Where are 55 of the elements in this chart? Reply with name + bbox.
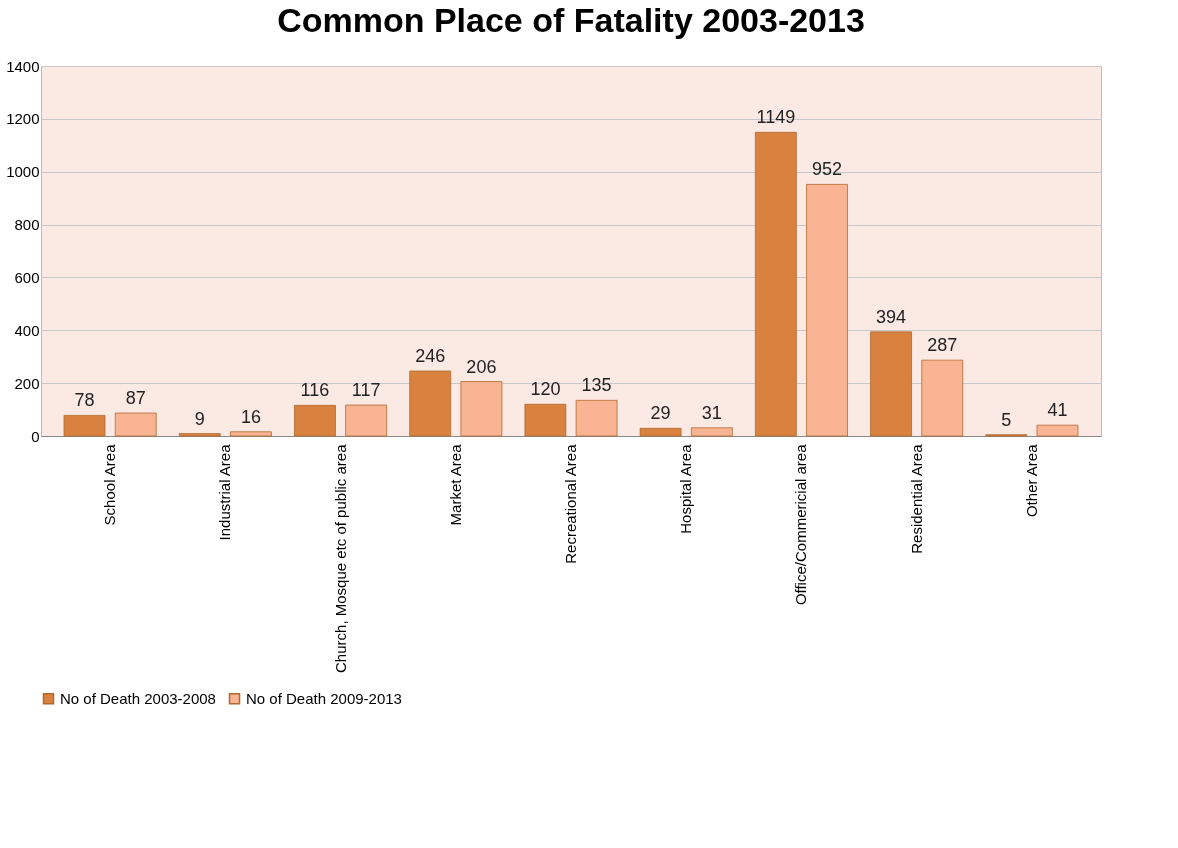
bar <box>460 381 503 437</box>
data-label: 1149 <box>756 107 796 128</box>
data-label: 952 <box>812 159 843 180</box>
bar <box>524 403 567 437</box>
x-tick-label: Market Area <box>446 443 464 526</box>
bar <box>345 404 388 437</box>
x-tick-label: School Area <box>101 443 119 526</box>
y-tick-label: 800 <box>14 216 40 234</box>
data-label: 5 <box>1001 409 1012 430</box>
x-tick-label: Other Area <box>1022 443 1040 518</box>
x-tick-label: Church, Mosque etc of public area <box>331 443 349 673</box>
bar <box>870 331 912 437</box>
y-tick-label: 400 <box>14 321 40 339</box>
x-tick-label: Office/Commericial area <box>792 443 810 606</box>
data-label: 246 <box>415 345 446 366</box>
bar <box>575 399 618 437</box>
data-label: 78 <box>74 390 95 411</box>
data-label: 117 <box>351 380 381 401</box>
data-label: 87 <box>125 388 146 409</box>
bar <box>806 184 848 437</box>
legend-label: No of Death 2003-2008 <box>60 689 216 707</box>
x-tick-label: Industrial Area <box>216 443 234 541</box>
bar <box>754 131 797 437</box>
x-tick-label: Recreational Area <box>562 443 579 564</box>
bar <box>63 414 106 437</box>
bar <box>639 427 682 437</box>
bar <box>409 370 452 437</box>
data-label: 120 <box>530 379 561 400</box>
y-tick-label: 1400 <box>6 57 40 75</box>
bar <box>114 412 157 437</box>
y-tick-label: 0 <box>31 427 40 445</box>
data-label: 394 <box>876 306 907 327</box>
y-tick-label: 200 <box>14 374 40 392</box>
bar <box>921 359 964 437</box>
legend-label: No of Death 2009-2013 <box>246 689 402 707</box>
data-label: 9 <box>194 408 205 429</box>
x-tick-label: Residential Area <box>907 443 925 554</box>
chart-title: Common Place of Fatality 2003-2013 <box>277 1 865 39</box>
x-tick-label: Hospital Area <box>677 443 695 534</box>
data-label: 41 <box>1047 400 1068 421</box>
y-tick-label: 1000 <box>6 163 40 181</box>
bar <box>690 427 733 437</box>
data-label: 116 <box>300 380 330 401</box>
bar <box>1036 424 1079 437</box>
data-label: 135 <box>581 375 612 396</box>
data-label: 31 <box>701 402 722 423</box>
bar <box>178 433 221 437</box>
data-label: 16 <box>240 406 261 427</box>
data-label: 29 <box>650 403 671 424</box>
data-label: 206 <box>466 356 497 377</box>
data-label: 287 <box>927 335 958 356</box>
y-tick-label: 1200 <box>6 110 40 128</box>
y-tick-label: 600 <box>14 268 40 286</box>
bar <box>230 431 272 437</box>
bar <box>294 404 336 437</box>
